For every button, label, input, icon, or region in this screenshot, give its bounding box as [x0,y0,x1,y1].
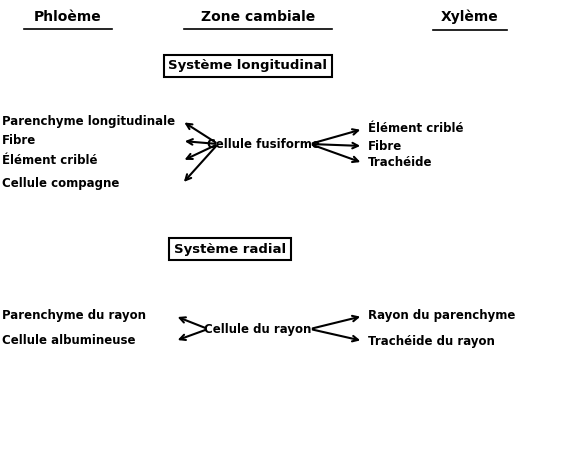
Text: Rayon du parenchyme: Rayon du parenchyme [368,309,516,323]
Text: Système radial: Système radial [174,242,286,256]
Text: Cellule fusiforme: Cellule fusiforme [207,138,320,151]
Text: Xylème: Xylème [441,10,499,24]
Text: Parenchyme du rayon: Parenchyme du rayon [2,309,146,323]
Text: Parenchyme longitudinale: Parenchyme longitudinale [2,114,175,128]
Text: Élément criblé: Élément criblé [368,123,464,135]
Text: Zone cambiale: Zone cambiale [201,10,315,24]
Text: Cellule compagne: Cellule compagne [2,178,119,190]
Text: Fibre: Fibre [2,134,36,147]
Text: Fibre: Fibre [368,140,402,152]
Text: Élément criblé: Élément criblé [2,155,97,168]
Text: Cellule albumineuse: Cellule albumineuse [2,335,135,347]
Text: Phloème: Phloème [34,10,102,24]
Text: Système longitudinal: Système longitudinal [169,60,328,73]
Text: Trachéide du rayon: Trachéide du rayon [368,335,495,347]
Text: Trachéide: Trachéide [368,157,433,169]
Text: Cellule du rayon: Cellule du rayon [204,323,312,336]
